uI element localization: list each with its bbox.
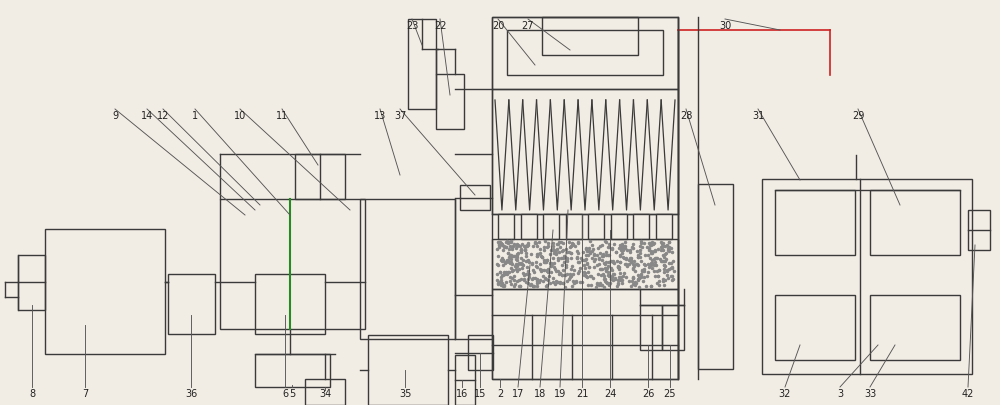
Text: 19: 19	[554, 388, 566, 398]
Bar	[368, 335, 448, 405]
Text: 24: 24	[604, 388, 616, 398]
Bar	[656, 215, 672, 239]
Text: 3: 3	[837, 388, 843, 398]
Bar	[168, 274, 215, 334]
Text: 31: 31	[752, 111, 764, 121]
Text: 18: 18	[534, 388, 546, 398]
Bar	[220, 200, 365, 329]
Bar	[542, 18, 638, 56]
Bar	[492, 18, 678, 90]
Text: 35: 35	[399, 388, 411, 398]
Bar	[18, 256, 45, 310]
Bar	[588, 215, 604, 239]
Bar	[436, 75, 464, 130]
Text: 30: 30	[719, 21, 731, 31]
Text: 17: 17	[512, 388, 524, 398]
Bar	[460, 185, 490, 211]
Text: 29: 29	[852, 111, 864, 121]
Bar	[762, 179, 972, 374]
Bar	[611, 215, 627, 239]
Bar	[455, 355, 475, 405]
Bar	[566, 215, 582, 239]
Bar	[492, 289, 678, 379]
Bar	[45, 230, 165, 354]
Text: 8: 8	[29, 388, 35, 398]
Text: 20: 20	[492, 21, 504, 31]
Text: 33: 33	[864, 388, 876, 398]
Bar	[775, 190, 855, 256]
Text: 11: 11	[276, 111, 288, 121]
Bar	[543, 215, 559, 239]
Bar	[775, 295, 855, 360]
Text: 12: 12	[157, 111, 169, 121]
Bar	[408, 20, 436, 110]
Bar	[640, 305, 662, 350]
Bar	[498, 215, 514, 239]
Bar	[360, 200, 455, 339]
Text: 1: 1	[192, 111, 198, 121]
Bar	[633, 215, 649, 239]
Bar	[295, 155, 345, 200]
Text: 21: 21	[576, 388, 588, 398]
Bar	[870, 190, 960, 256]
Bar	[968, 211, 990, 250]
Text: 34: 34	[319, 388, 331, 398]
Bar	[255, 274, 325, 334]
Bar	[870, 295, 960, 360]
Text: 36: 36	[185, 388, 197, 398]
Text: 27: 27	[522, 21, 534, 31]
Bar	[521, 215, 537, 239]
Text: 10: 10	[234, 111, 246, 121]
Text: 6: 6	[282, 388, 288, 398]
Bar	[492, 90, 678, 215]
Text: 16: 16	[456, 388, 468, 398]
Text: 7: 7	[82, 388, 88, 398]
Text: 37: 37	[394, 111, 406, 121]
Bar	[507, 31, 663, 76]
Text: 5: 5	[289, 388, 295, 398]
Text: 26: 26	[642, 388, 654, 398]
Text: 28: 28	[680, 111, 692, 121]
Text: 42: 42	[962, 388, 974, 398]
Bar	[305, 379, 345, 405]
Text: 22: 22	[434, 21, 446, 31]
Bar	[698, 185, 733, 369]
Text: 9: 9	[112, 111, 118, 121]
Text: 2: 2	[497, 388, 503, 398]
Bar	[662, 305, 684, 350]
Text: 32: 32	[779, 388, 791, 398]
Bar	[492, 239, 678, 289]
Text: 15: 15	[474, 388, 486, 398]
Text: 25: 25	[664, 388, 676, 398]
Text: 13: 13	[374, 111, 386, 121]
Bar	[468, 335, 493, 370]
Bar	[492, 18, 678, 379]
Text: 23: 23	[406, 21, 418, 31]
Text: 14: 14	[141, 111, 153, 121]
Bar	[255, 354, 330, 387]
